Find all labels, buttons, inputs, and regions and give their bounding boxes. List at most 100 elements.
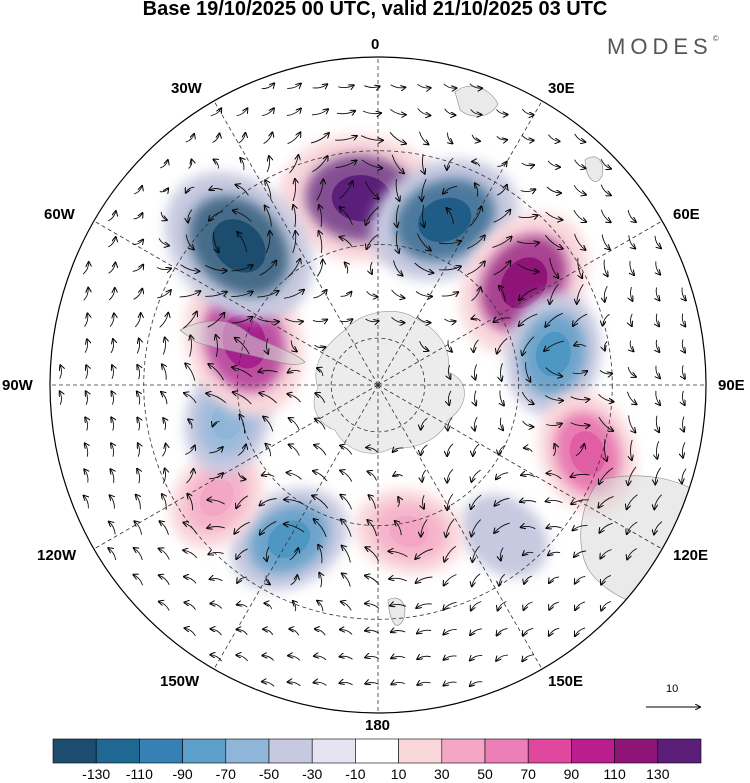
- colorbar-tick-label: 50: [477, 766, 493, 782]
- wind-vectors: [60, 83, 686, 686]
- wind-vector: [236, 548, 248, 559]
- wind-vector: [137, 469, 140, 484]
- wind-vector: [682, 339, 685, 353]
- wind-vector: [524, 448, 533, 453]
- wind-vector: [499, 286, 506, 303]
- wind-vector: [319, 205, 322, 227]
- colorbar-swatch: [139, 738, 183, 764]
- wind-vector: [570, 396, 590, 400]
- wind-vector: [340, 495, 353, 510]
- wind-vector: [389, 108, 406, 114]
- colorbar-tick-label: 110: [603, 766, 626, 782]
- wind-vector: [290, 340, 297, 352]
- wind-vector: [259, 393, 278, 404]
- wind-vector: [293, 205, 295, 228]
- colorbar-tick-label: 30: [434, 766, 450, 782]
- wind-vector: [391, 656, 406, 658]
- colorbar-swatch: [657, 738, 702, 764]
- wind-vector: [366, 447, 379, 453]
- wind-vector: [416, 576, 433, 583]
- wind-vector: [493, 261, 511, 276]
- wind-vector: [627, 209, 636, 222]
- wind-vector: [134, 521, 143, 535]
- wind-vector: [340, 471, 353, 482]
- wind-vector: [265, 180, 272, 200]
- wind-vector: [364, 181, 378, 199]
- wind-vector: [496, 109, 507, 115]
- wind-vector: [108, 288, 115, 301]
- wind-vector: [604, 438, 607, 461]
- wind-vector: [341, 519, 352, 537]
- wind-vector: [472, 545, 480, 562]
- wind-vector: [627, 366, 636, 377]
- wind-vector: [549, 257, 559, 278]
- wind-vector: [573, 313, 588, 326]
- wind-vector: [312, 84, 328, 88]
- wind-vector: [183, 550, 198, 559]
- wind-vector: [231, 317, 253, 324]
- wind-vector: [604, 285, 608, 302]
- wind-vector: [471, 134, 480, 141]
- wind-vector: [630, 313, 632, 326]
- wind-vector: [575, 601, 586, 610]
- wind-vector: [499, 574, 506, 585]
- wind-vector: [340, 292, 352, 297]
- wind-vector: [265, 231, 270, 254]
- wind-vector: [470, 682, 483, 686]
- colorbar-tick-label: -130: [82, 766, 111, 782]
- wind-vector: [315, 419, 326, 430]
- wind-vector: [210, 578, 223, 582]
- wind-vector: [210, 655, 223, 662]
- lon-label-150e: 150E: [548, 673, 584, 690]
- colorbar-swatch: [614, 738, 659, 764]
- wind-vector: [213, 422, 220, 427]
- wind-vector: [109, 522, 116, 535]
- wind-vector: [133, 213, 143, 220]
- wind-vector: [208, 364, 224, 381]
- wind-vector: [600, 549, 612, 559]
- wind-vector: [474, 364, 476, 379]
- wind-vector: [216, 335, 218, 358]
- colorbar-swatch: [355, 738, 399, 764]
- wind-vector: [137, 418, 139, 431]
- wind-vector: [654, 521, 663, 535]
- wind-vector: [522, 420, 534, 427]
- wind-vector: [184, 393, 197, 404]
- wind-vector: [335, 160, 357, 169]
- wind-vector: [473, 339, 479, 352]
- wind-vector: [257, 291, 278, 298]
- wind-vector: [262, 655, 275, 661]
- wind-vector: [207, 500, 225, 505]
- wind-vector: [370, 261, 372, 274]
- wind-vector: [185, 134, 194, 143]
- wind-vector: [161, 392, 168, 405]
- wind-vector: [573, 185, 586, 194]
- wind-vector: [656, 287, 659, 301]
- wind-vector: [520, 500, 537, 502]
- wind-vector: [214, 160, 219, 169]
- wind-vector: [519, 287, 538, 300]
- wind-vector: [259, 261, 276, 276]
- wind-vector: [163, 338, 165, 355]
- wind-vector: [86, 391, 88, 405]
- wind-vector: [240, 158, 244, 171]
- wind-vector: [601, 574, 612, 584]
- wind-vector: [496, 185, 507, 196]
- colorbar-swatch: [441, 738, 486, 764]
- wind-vector: [209, 473, 223, 480]
- wind-vector: [396, 204, 398, 227]
- wind-vector: [289, 629, 300, 636]
- wind-vector: [185, 446, 195, 455]
- wind-vector: [289, 155, 299, 174]
- wind-vector: [160, 160, 168, 169]
- wind-vector: [471, 494, 482, 509]
- wind-vector: [443, 185, 458, 193]
- wind-vector: [367, 234, 378, 249]
- wind-vector: [212, 231, 218, 252]
- meridian-line: [377, 384, 543, 670]
- wind-vector: [365, 576, 380, 585]
- wind-vector: [416, 604, 432, 608]
- wind-vector: [549, 627, 560, 636]
- wind-vector: [544, 235, 562, 248]
